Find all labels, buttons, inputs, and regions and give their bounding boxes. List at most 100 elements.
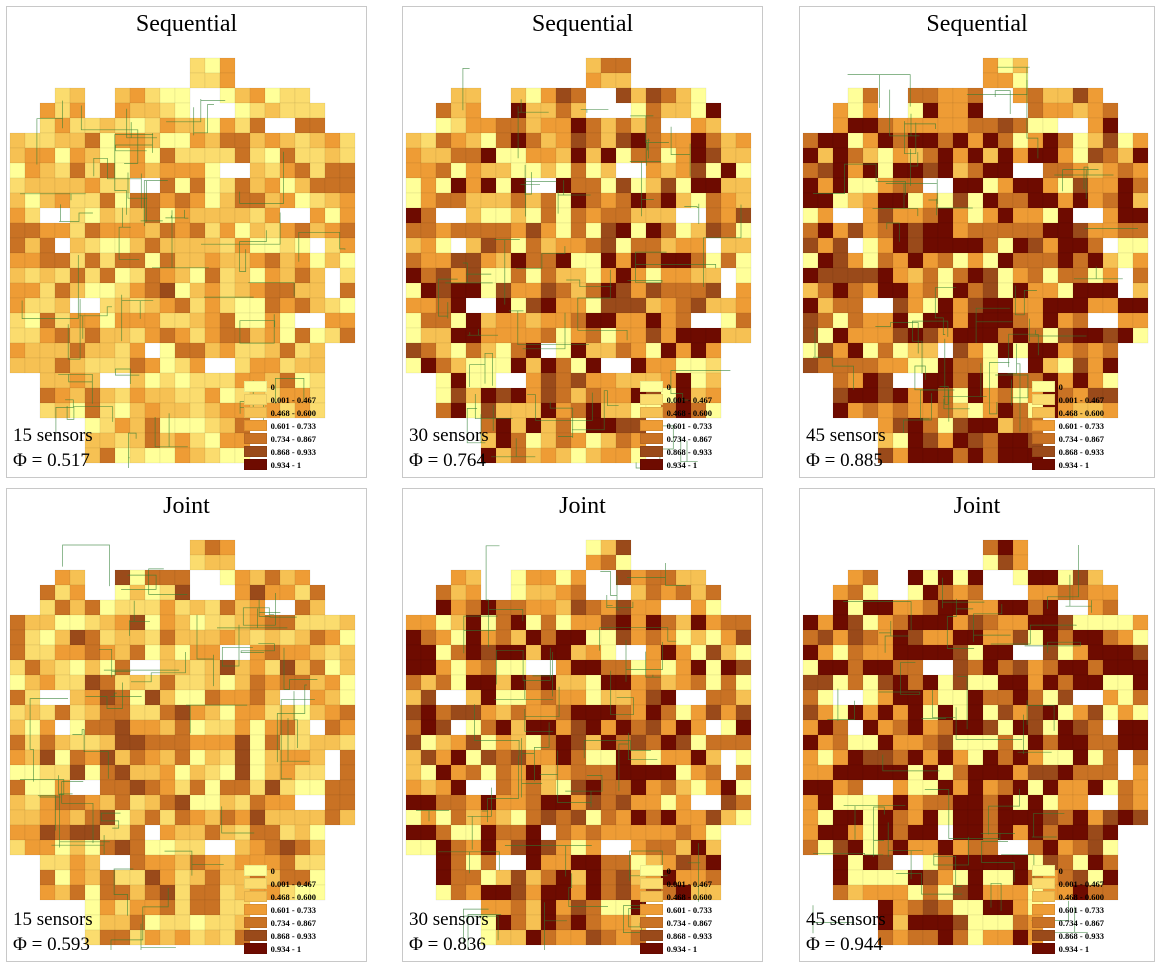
coverage-cell — [219, 719, 236, 736]
coverage-cell — [24, 342, 41, 359]
coverage-cell — [570, 372, 587, 389]
coverage-cell — [159, 342, 176, 359]
coverage-cell — [615, 402, 632, 419]
coverage-cell — [510, 644, 527, 661]
coverage-cell — [847, 312, 864, 329]
coverage-cell — [114, 297, 131, 314]
coverage-cell — [922, 282, 939, 299]
road-line — [66, 406, 114, 422]
coverage-cell — [1102, 297, 1119, 314]
coverage-cell — [967, 267, 984, 284]
coverage-cell — [99, 734, 116, 751]
coverage-cell — [159, 297, 176, 314]
coverage-cell — [69, 764, 86, 781]
coverage-cell — [84, 884, 101, 901]
legend-label: 0.468 - 0.600 — [270, 407, 316, 418]
coverage-cell — [204, 644, 221, 661]
coverage-cell — [630, 312, 647, 329]
coverage-cell — [495, 839, 512, 856]
coverage-cell — [1087, 327, 1104, 344]
coverage-cell — [420, 132, 437, 149]
coverage-cell — [600, 539, 617, 556]
coverage-cell — [435, 824, 452, 841]
legend-item: 0.001 - 0.467 — [639, 393, 712, 406]
coverage-cell — [219, 764, 236, 781]
coverage-cell — [832, 297, 849, 314]
coverage-cell — [615, 207, 632, 224]
coverage-cell — [435, 252, 452, 269]
coverage-cell — [555, 569, 572, 586]
coverage-cell — [405, 764, 422, 781]
coverage-cell — [69, 884, 86, 901]
coverage-cell — [234, 132, 251, 149]
coverage-cell — [660, 162, 677, 179]
legend-swatch — [639, 943, 663, 954]
coverage-cell — [510, 147, 527, 164]
coverage-cell — [159, 432, 176, 449]
coverage-cell — [309, 734, 326, 751]
coverage-cell — [982, 779, 999, 796]
coverage-cell — [204, 854, 221, 871]
coverage-cell — [1072, 297, 1089, 314]
coverage-cell — [99, 237, 116, 254]
coverage-cell — [600, 929, 617, 946]
coverage-cell — [967, 764, 984, 781]
coverage-cell — [997, 192, 1014, 209]
coverage-cell — [982, 252, 999, 269]
phi-equation: = 0.944 — [824, 934, 883, 955]
coverage-cell — [129, 402, 146, 419]
coverage-cell — [997, 749, 1014, 766]
coverage-cell — [832, 237, 849, 254]
coverage-cell — [892, 749, 909, 766]
coverage-cell — [69, 719, 86, 736]
coverage-cell — [480, 132, 497, 149]
coverage-cell — [420, 674, 437, 691]
coverage-cell — [39, 282, 56, 299]
coverage-cell — [174, 584, 191, 601]
coverage-cell — [495, 417, 512, 434]
coverage-cell — [495, 312, 512, 329]
coverage-cell — [24, 779, 41, 796]
legend-swatch — [243, 446, 267, 457]
coverage-cell — [1072, 704, 1089, 721]
coverage-cell — [1087, 749, 1104, 766]
coverage-cell — [540, 689, 557, 706]
coverage-cell — [324, 704, 341, 721]
coverage-cell — [892, 237, 909, 254]
coverage-cell — [189, 734, 206, 751]
coverage-cell — [69, 659, 86, 676]
coverage-cell — [279, 87, 296, 104]
coverage-cell — [585, 809, 602, 826]
coverage-cell — [982, 869, 999, 886]
coverage-cell — [1132, 689, 1149, 706]
coverage-cell — [720, 237, 737, 254]
coverage-cell — [510, 447, 527, 464]
coverage-cell — [1087, 267, 1104, 284]
coverage-cell — [495, 734, 512, 751]
coverage-cell — [862, 809, 879, 826]
coverage-cell — [525, 387, 542, 404]
road-line — [275, 378, 305, 404]
coverage-cell — [465, 884, 482, 901]
road-line — [110, 888, 169, 950]
coverage-cell — [219, 869, 236, 886]
coverage-cell — [24, 147, 41, 164]
legend-label: 0.734 - 0.867 — [666, 917, 712, 928]
coverage-cell — [159, 252, 176, 269]
coverage-cell — [9, 177, 26, 194]
coverage-cell — [450, 794, 467, 811]
coverage-cell — [877, 372, 894, 389]
legend-swatch — [1031, 394, 1055, 405]
coverage-cell — [1132, 327, 1149, 344]
coverage-cell — [907, 884, 924, 901]
coverage-cell — [705, 222, 722, 239]
coverage-cell — [817, 312, 834, 329]
coverage-cell — [615, 704, 632, 721]
coverage-cell — [1072, 87, 1089, 104]
coverage-cell — [690, 764, 707, 781]
coverage-cell — [540, 252, 557, 269]
coverage-cell — [1012, 387, 1029, 404]
coverage-cell — [1087, 674, 1104, 691]
coverage-cell — [9, 282, 26, 299]
phi-equation: = 0.764 — [427, 450, 486, 471]
